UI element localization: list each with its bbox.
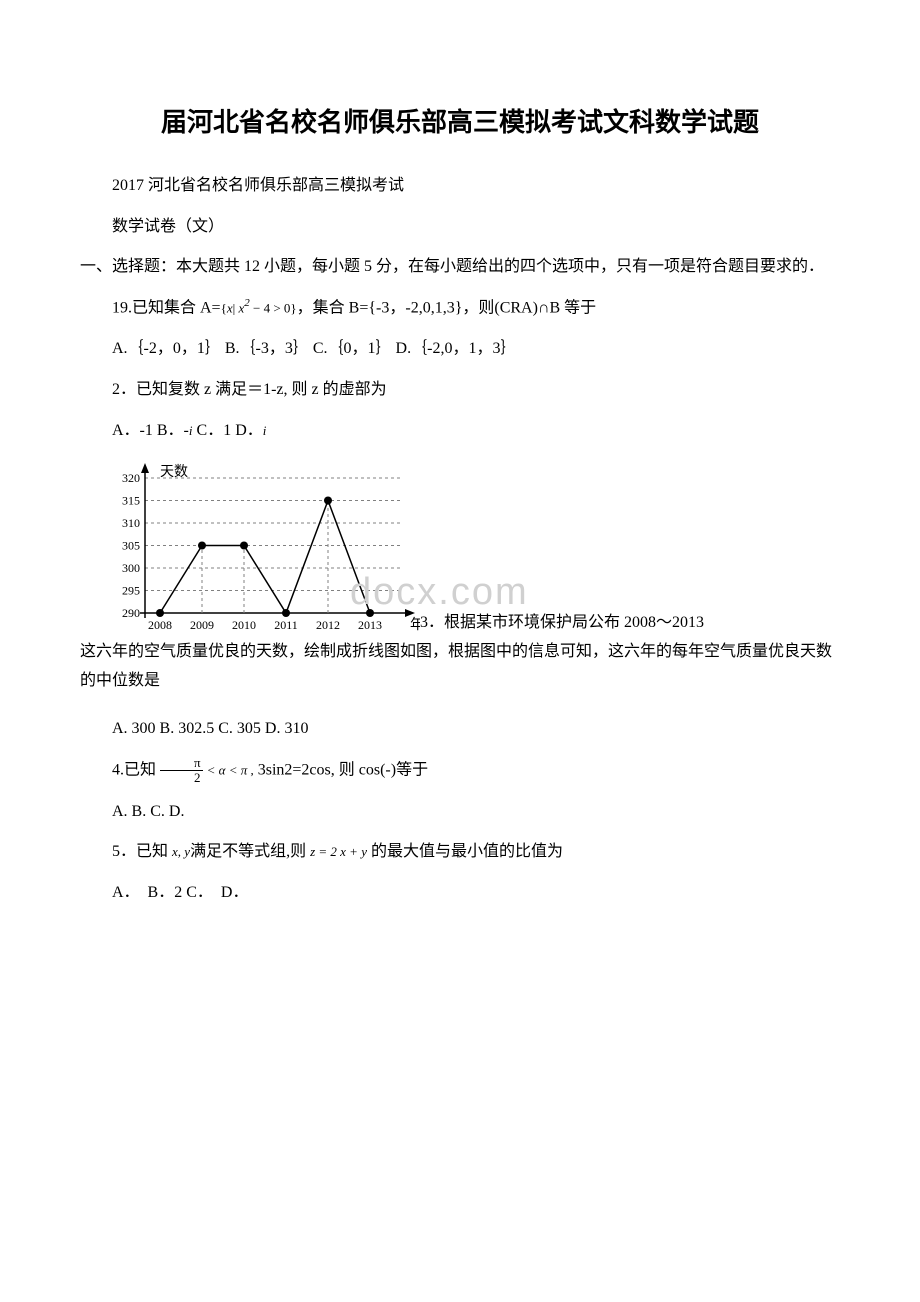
section-1-heading: 一、选择题：本大题共 12 小题，每小题 5 分，在每小题给出的四个选项中，只有… (80, 253, 840, 282)
q1-suffix: ，集合 B={-3，-2,0,1,3}，则(CRA)∩B 等于 (297, 300, 597, 317)
svg-text:天数: 天数 (160, 464, 188, 480)
q5-mid: 满足不等式组,则 (190, 843, 310, 860)
exam-subject-line: 数学试卷（文） (80, 213, 840, 242)
q5-suffix: 的最大值与最小值的比值为 (367, 843, 563, 860)
question-3-options: A. 300 B. 302.5 C. 305 D. 310 (80, 715, 840, 744)
question-4-options: A. B. C. D. (80, 798, 840, 827)
question-1: 19.已知集合 A={x| x2 − 4 > 0}，集合 B={-3，-2,0,… (80, 294, 840, 323)
q1-x2: x (235, 301, 244, 316)
page-title: 届河北省名校名师俱乐部高三模拟考试文科数学试题 (80, 100, 840, 147)
question-2: 2．已知复数 z 满足＝1-z, 则 z 的虚部为 (80, 376, 840, 405)
question-3-block: docx.com 290295300305310315320天数20082009… (80, 458, 840, 696)
q4-suffix: 3sin2=2cos, 则 cos(-)等于 (258, 762, 428, 779)
q5-z: z = 2 x + y (310, 844, 367, 859)
question-3-text-rest: 这六年的空气质量优良的天数，绘制成折线图如图，根据图中的信息可知，这六年的每年空… (80, 638, 840, 696)
svg-text:年份: 年份 (410, 617, 420, 633)
q2-opt-c: C．1 D． (193, 422, 263, 439)
q4-fraction: π 2 (160, 756, 203, 786)
question-3-text-start: 3．根据某市环境保护局公布 2008～2013 (420, 609, 704, 638)
q4-frac-den: 2 (160, 771, 203, 785)
svg-text:300: 300 (122, 561, 140, 575)
q5-xy: x, y (172, 844, 190, 859)
svg-text:2012: 2012 (316, 618, 340, 632)
svg-text:2013: 2013 (358, 618, 382, 632)
q4-frac-num: π (160, 756, 203, 771)
svg-text:320: 320 (122, 471, 140, 485)
q1-rest: − 4 > 0} (250, 301, 297, 316)
q4-prefix: 4.已知 (112, 762, 156, 779)
svg-text:305: 305 (122, 538, 140, 552)
q4-ineq: < α < π , (207, 763, 254, 778)
q2-i2: i (263, 423, 267, 438)
q5-prefix: 5．已知 (112, 843, 172, 860)
q1-prefix: 19.已知集合 A= (112, 300, 221, 317)
question-4: 4.已知 π 2 < α < π , 3sin2=2cos, 则 cos(-)等… (80, 756, 840, 786)
question-5: 5．已知 x, y满足不等式组,则 z = 2 x + y 的最大值与最小值的比… (80, 838, 840, 867)
line-chart: 290 295 300 305 310 315 320 天数 2008 2009 2010 2011 2… (80, 458, 420, 638)
svg-text:2010: 2010 (232, 618, 256, 632)
svg-text:290: 290 (122, 606, 140, 620)
q2-opt-a: A．-1 B．- (112, 422, 189, 439)
question-2-options: A．-1 B．-i C．1 D．i (80, 417, 840, 446)
svg-text:295: 295 (122, 583, 140, 597)
exam-year-line: 2017 河北省名校名师俱乐部高三模拟考试 (80, 172, 840, 201)
svg-text:2011: 2011 (274, 618, 298, 632)
question-1-options: A.｛-2，0，1｝ B.｛-3，3｝ C.｛0，1｝ D.｛-2,0，1，3｝ (80, 335, 840, 364)
svg-text:2008: 2008 (148, 618, 172, 632)
svg-text:2009: 2009 (190, 618, 214, 632)
svg-text:310: 310 (122, 516, 140, 530)
question-5-options: A． B．2 C． D． (80, 879, 840, 908)
svg-text:315: 315 (122, 493, 140, 507)
